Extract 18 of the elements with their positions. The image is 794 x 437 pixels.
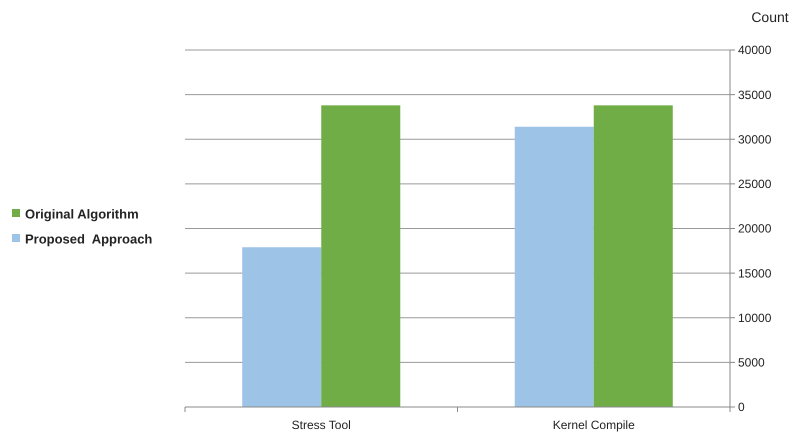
- y-tick-label: 10000: [738, 310, 772, 325]
- y-tick-label: 5000: [738, 356, 766, 370]
- y-tick-label: 20000: [738, 222, 772, 236]
- y-tick-label: 0: [738, 400, 745, 414]
- y-tick-label: 15000: [738, 266, 772, 280]
- legend-label: Proposed Approach: [25, 232, 152, 247]
- y-tick-label: 30000: [738, 132, 772, 146]
- y-tick-label: 40000: [738, 43, 772, 58]
- y-axis-title: Count: [751, 9, 789, 25]
- x-tick-label: Kernel Compile: [552, 418, 636, 432]
- bar: [594, 105, 673, 407]
- bar: [242, 247, 322, 407]
- bar: [514, 126, 594, 407]
- bar: [321, 105, 400, 407]
- y-tick-label: 25000: [738, 177, 772, 192]
- legend-label: Original Algorithm: [25, 206, 139, 222]
- y-tick-label: 35000: [738, 88, 772, 102]
- x-tick-label: Stress Tool: [292, 418, 351, 432]
